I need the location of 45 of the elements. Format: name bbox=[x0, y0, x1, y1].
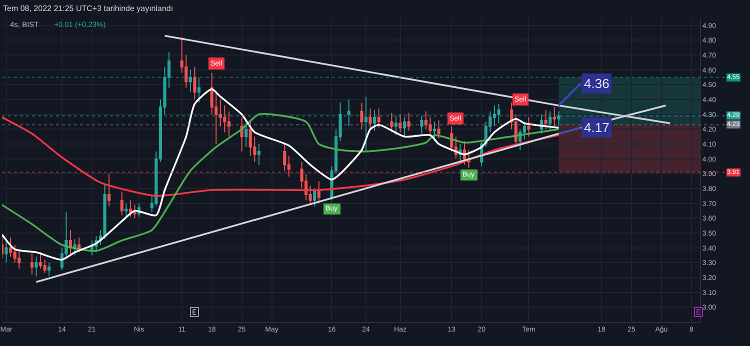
candlestick bbox=[108, 173, 111, 207]
candlestick bbox=[257, 144, 260, 166]
candlestick bbox=[188, 69, 192, 93]
data-label: 4.36 bbox=[584, 76, 610, 91]
candlestick bbox=[244, 121, 248, 148]
candlestick bbox=[402, 116, 406, 138]
candlestick bbox=[368, 108, 372, 130]
candlestick bbox=[34, 256, 38, 277]
chart-title: Tem 08, 2022 21:25 UTC+3 tarihinde yayınlandı bbox=[3, 4, 174, 13]
line-series bbox=[2, 116, 560, 197]
candlestick bbox=[48, 262, 51, 277]
candlestick bbox=[124, 202, 128, 219]
line-series bbox=[2, 113, 560, 252]
candlestick bbox=[437, 120, 440, 139]
candlestick bbox=[133, 204, 136, 219]
candlestick bbox=[68, 230, 72, 254]
candlestick bbox=[317, 180, 320, 204]
candlestick bbox=[548, 110, 552, 132]
candlestick bbox=[527, 116, 530, 138]
candlestick bbox=[544, 109, 548, 130]
candlestick bbox=[360, 102, 364, 130]
candlestick bbox=[377, 108, 380, 128]
candlestick bbox=[390, 112, 394, 133]
candlestick bbox=[407, 112, 410, 132]
data-label: 4.17 bbox=[584, 120, 610, 135]
candlestick bbox=[193, 66, 196, 100]
candlestick bbox=[313, 188, 316, 207]
candlestick bbox=[364, 96, 368, 152]
candlestick bbox=[4, 240, 8, 264]
candlestick bbox=[398, 114, 402, 133]
candlestick bbox=[347, 99, 350, 127]
candlestick bbox=[420, 115, 424, 134]
candlestick bbox=[120, 191, 124, 216]
candlestick bbox=[38, 252, 42, 270]
candlestick bbox=[557, 110, 560, 127]
line-series bbox=[2, 88, 560, 261]
candlestick bbox=[73, 238, 76, 256]
candlestick bbox=[128, 200, 132, 218]
candlestick bbox=[197, 76, 201, 104]
candlestick bbox=[432, 121, 436, 142]
candlestick bbox=[373, 109, 376, 132]
candlestick bbox=[30, 253, 34, 276]
candlestick bbox=[394, 115, 398, 136]
candlestick bbox=[497, 104, 500, 124]
candlestick bbox=[552, 106, 556, 127]
